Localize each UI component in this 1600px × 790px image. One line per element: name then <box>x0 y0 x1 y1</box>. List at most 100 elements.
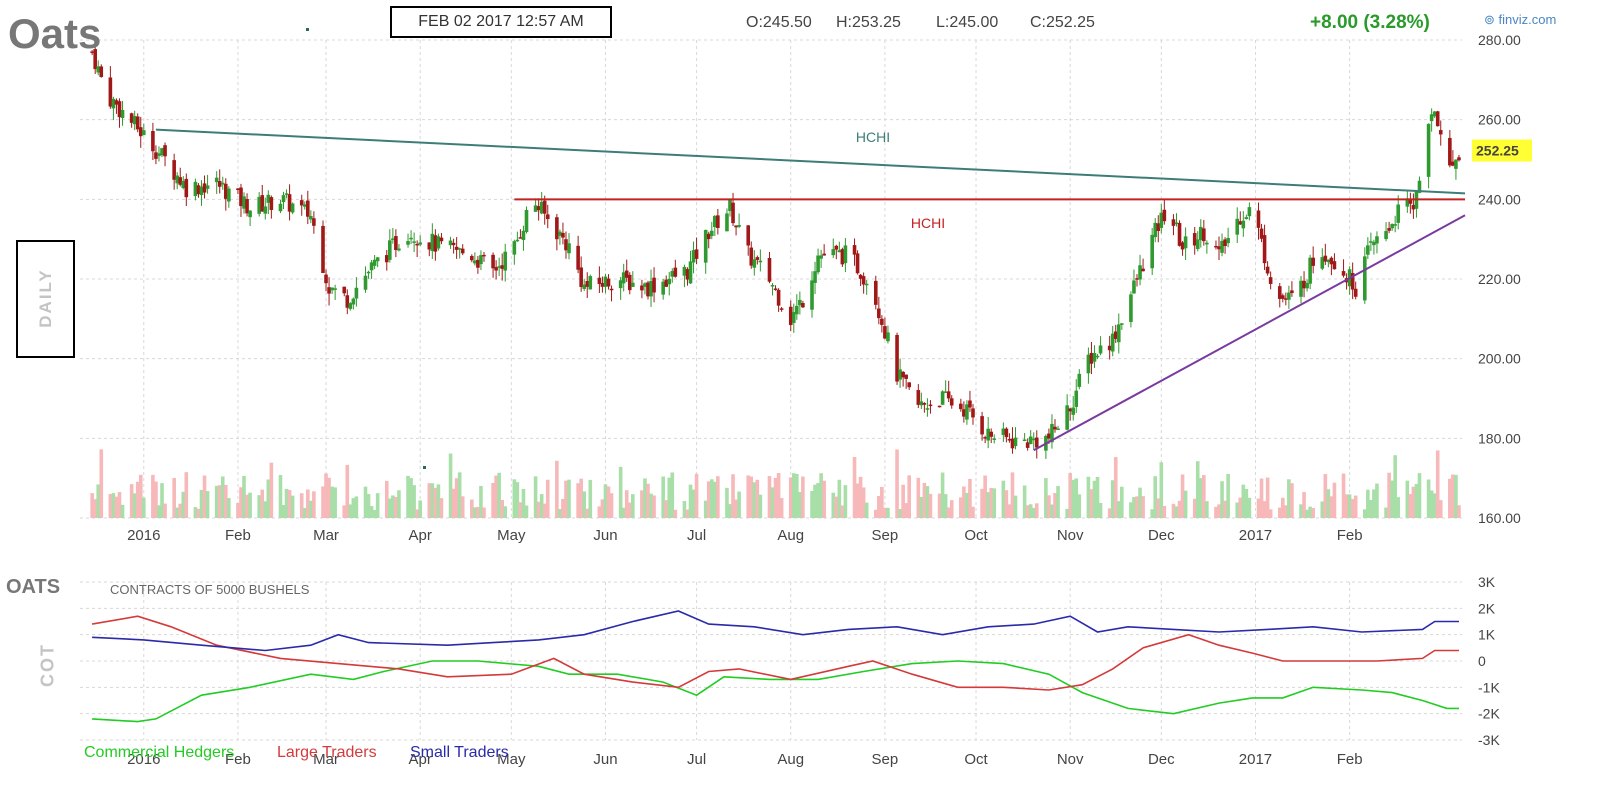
candle-body <box>725 213 729 232</box>
candle-body <box>129 113 134 123</box>
volume-bar <box>1095 476 1100 518</box>
candle-body <box>436 236 441 249</box>
candle-body <box>986 428 990 441</box>
candle-body <box>391 238 395 240</box>
price-change: +8.00 (3.28%) <box>1310 12 1430 33</box>
candle-body <box>223 183 228 199</box>
marker-dot <box>423 466 426 469</box>
volume-bar <box>263 501 268 518</box>
candle-body <box>245 199 249 214</box>
candle-body <box>582 284 587 289</box>
cot-x-tick: May <box>497 751 526 768</box>
candle-body <box>980 416 984 435</box>
volume-bar <box>1010 472 1015 518</box>
candle-body <box>1031 438 1036 441</box>
volume-bar <box>937 493 942 518</box>
volume-bar <box>154 481 158 518</box>
candle-body <box>1350 273 1355 290</box>
candle-body <box>883 326 887 339</box>
candle-body <box>1004 428 1009 438</box>
candle-body <box>1050 423 1054 443</box>
volume-bar <box>986 492 990 518</box>
candle-body <box>992 438 997 440</box>
volume-bar <box>96 484 101 518</box>
volume-bar <box>1050 504 1054 518</box>
cot-y-tick: -3K <box>1478 732 1500 748</box>
volume-bar <box>691 489 696 518</box>
volume-bar <box>928 493 933 518</box>
timeframe-box[interactable] <box>16 240 75 358</box>
price-x-tick: Oct <box>964 527 988 544</box>
candle-body <box>1089 352 1094 364</box>
candle-body <box>154 152 158 159</box>
candle-body <box>157 153 161 156</box>
volume-bar <box>555 460 559 518</box>
candle-body <box>968 400 972 408</box>
cot-x-tick: Nov <box>1057 751 1084 768</box>
volume-bar <box>93 499 97 518</box>
volume-bar <box>196 508 201 518</box>
volume-bar <box>606 486 611 518</box>
candle-body <box>1241 220 1246 229</box>
volume-bar <box>384 480 389 518</box>
volume-bar <box>621 507 626 518</box>
candle-body <box>673 267 678 277</box>
volume-bar <box>333 487 337 518</box>
volume-bar <box>1138 487 1142 518</box>
candle-body <box>96 66 101 73</box>
cot-y-tick: -1K <box>1478 679 1500 695</box>
volume-bar <box>728 504 732 518</box>
volume-bar <box>1320 501 1325 518</box>
brand-logo[interactable]: ⊚ finviz.com <box>1484 12 1556 28</box>
candle-body <box>694 249 699 259</box>
volume-bar <box>709 479 714 518</box>
volume-bar <box>600 499 605 518</box>
candle-body <box>500 265 504 269</box>
volume-bar <box>980 488 984 518</box>
candle-body <box>242 196 246 209</box>
volume-bar <box>1192 498 1197 518</box>
volume-bar <box>1034 503 1039 518</box>
volume-bar <box>1259 478 1264 518</box>
candle-body <box>536 206 541 211</box>
volume-bar <box>430 483 435 518</box>
candle-body <box>281 195 286 203</box>
volume-bar <box>1195 461 1200 518</box>
candle-body <box>1053 426 1057 430</box>
volume-bar <box>886 507 890 518</box>
candle-body <box>217 181 222 187</box>
volume-bar <box>1113 457 1118 518</box>
volume-bar <box>661 476 665 518</box>
volume-bar <box>609 493 614 518</box>
legend-large-traders: Large Traders <box>277 744 377 761</box>
candle-body <box>1132 280 1136 294</box>
volume-bar <box>725 487 729 518</box>
volume-bar <box>281 504 286 518</box>
candle-body <box>1120 323 1124 325</box>
price-x-tick: Dec <box>1148 527 1175 544</box>
candle-body <box>99 66 104 78</box>
volume-bar <box>290 495 295 518</box>
candle-body <box>1007 439 1012 441</box>
volume-bar <box>202 475 207 518</box>
volume-bar <box>1393 455 1397 518</box>
volume-bar <box>1065 508 1069 518</box>
candle-body <box>564 239 568 251</box>
candle-body <box>1047 433 1051 439</box>
candle-body <box>1438 130 1443 135</box>
candle-body <box>263 206 268 214</box>
volume-bar <box>1110 480 1115 518</box>
volume-bar <box>1214 506 1218 518</box>
volume-bar <box>992 488 997 518</box>
volume-bar <box>217 485 222 518</box>
volume-bar <box>788 477 793 518</box>
volume-bar <box>916 477 921 518</box>
volume-bar <box>363 486 368 518</box>
volume-bar <box>749 476 754 518</box>
candle-body <box>220 182 225 185</box>
volume-bar <box>1068 473 1072 518</box>
volume-bar <box>943 494 948 518</box>
volume-bar <box>1414 483 1419 518</box>
candle-body <box>476 259 480 268</box>
volume-bar <box>795 473 799 518</box>
